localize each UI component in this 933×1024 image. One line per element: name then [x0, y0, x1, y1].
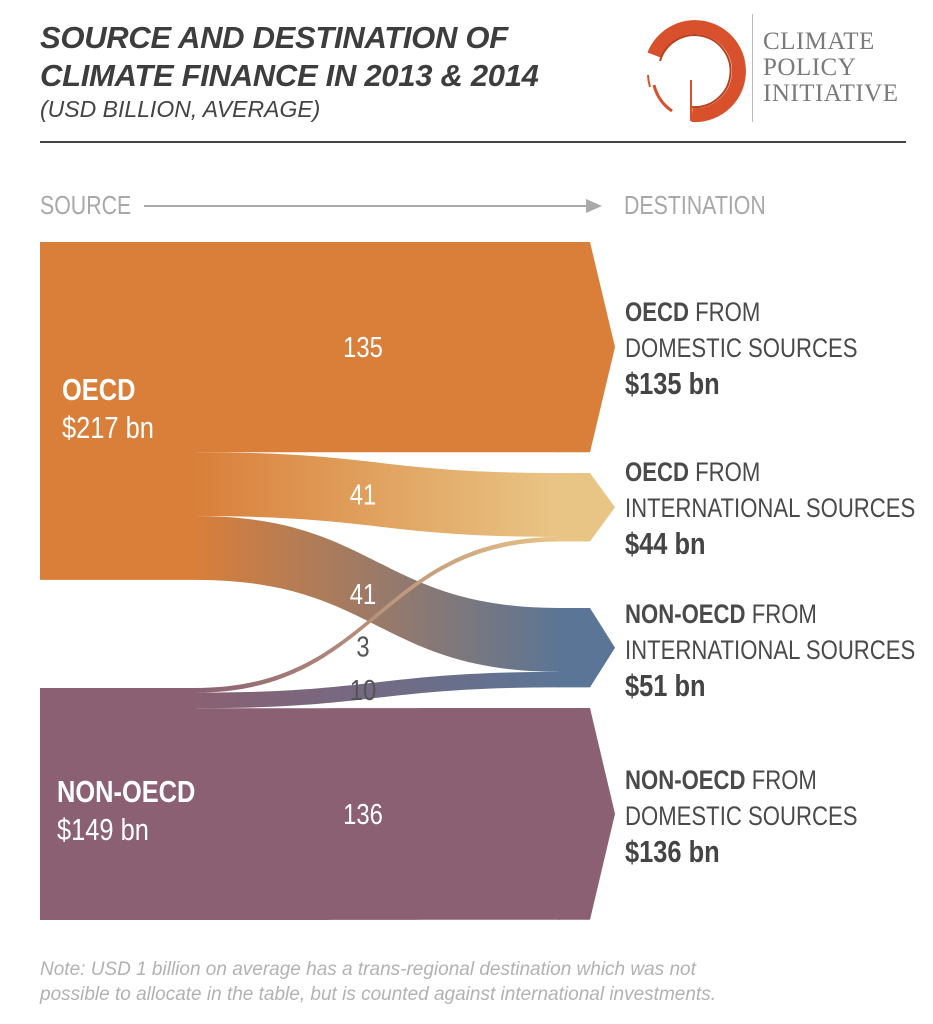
chart-title-line1: SOURCE AND DESTINATION OF — [40, 20, 508, 55]
source-value-oecd: $217 bn — [62, 410, 154, 445]
dest-name-bold: OECD — [625, 297, 689, 327]
dest-name-rest: FROM — [745, 599, 817, 629]
dest-name-rest: FROM — [745, 765, 817, 795]
source-label-nonoecd: NON-OECD — [57, 774, 196, 809]
logo-text-line2: POLICY — [763, 54, 857, 81]
source-node-nonoecd — [40, 688, 196, 920]
dest-line2: DOMESTIC SOURCES — [625, 333, 858, 363]
flow-label: 41 — [350, 478, 376, 511]
dest-name-bold: NON-OECD — [625, 599, 746, 629]
flow-label: 3 — [356, 631, 369, 664]
destination-node-d1 — [559, 242, 615, 453]
footnote-line1: Note: USD 1 billion on average has a tra… — [40, 959, 696, 980]
source-node-oecd — [40, 242, 196, 580]
axis-destination-label: DESTINATION — [624, 190, 766, 220]
axis-arrow — [144, 199, 602, 213]
header-divider — [40, 141, 906, 143]
flow-label: 10 — [350, 674, 376, 707]
destination-label-d3: NON-OECD FROM INTERNATIONAL SOURCES $51 … — [625, 596, 915, 704]
flow-nonoecd-d2 — [195, 536, 560, 693]
flow-label: 41 — [350, 578, 376, 611]
flow-label: 136 — [343, 798, 383, 831]
chart-title-line2: CLIMATE FINANCE IN 2013 & 2014 — [40, 58, 539, 93]
dest-name-bold: NON-OECD — [625, 765, 746, 795]
dest-name-bold: OECD — [625, 457, 689, 487]
destination-node-d3 — [559, 608, 615, 688]
logo-text-line3: INITIATIVE — [763, 80, 899, 107]
source-value-nonoecd: $149 bn — [57, 812, 149, 847]
axis-source-label: SOURCE — [40, 190, 132, 220]
flow-nonoecd-d4 — [195, 708, 560, 920]
dest-line2: INTERNATIONAL SOURCES — [625, 635, 916, 665]
logo-mark — [647, 20, 746, 123]
dest-value: $135 bn — [625, 366, 720, 401]
destination-node-d2 — [559, 473, 615, 542]
logo-text-line1: CLIMATE — [763, 28, 875, 55]
footnote-line2: possible to allocate in the table, but i… — [40, 984, 716, 1005]
dest-line2: DOMESTIC SOURCES — [625, 801, 858, 831]
flow-oecd-d3 — [195, 516, 560, 672]
dest-value: $44 bn — [625, 526, 706, 561]
flow-label: 135 — [343, 331, 383, 364]
flow-oecd-d1 — [195, 242, 560, 453]
destination-label-d1: OECD FROM DOMESTIC SOURCES $135 bn — [625, 294, 857, 402]
destination-label-d2: OECD FROM INTERNATIONAL SOURCES $44 bn — [625, 454, 915, 562]
flow-nonoecd-d3 — [195, 671, 560, 709]
destination-node-d4 — [559, 708, 615, 920]
destination-label-d4: NON-OECD FROM DOMESTIC SOURCES $136 bn — [625, 762, 857, 870]
flow-oecd-d2 — [195, 452, 560, 537]
chart-subtitle: (USD BILLION, AVERAGE) — [40, 96, 321, 122]
dest-line2: INTERNATIONAL SOURCES — [625, 493, 916, 523]
dest-name-rest: FROM — [688, 297, 761, 327]
dest-value: $136 bn — [625, 834, 720, 869]
dest-value: $51 bn — [625, 668, 706, 703]
source-label-oecd: OECD — [62, 372, 136, 407]
logo-divider — [752, 14, 753, 122]
footnote: Note: USD 1 billion on average has a tra… — [40, 957, 716, 1007]
dest-name-rest: FROM — [688, 457, 761, 487]
